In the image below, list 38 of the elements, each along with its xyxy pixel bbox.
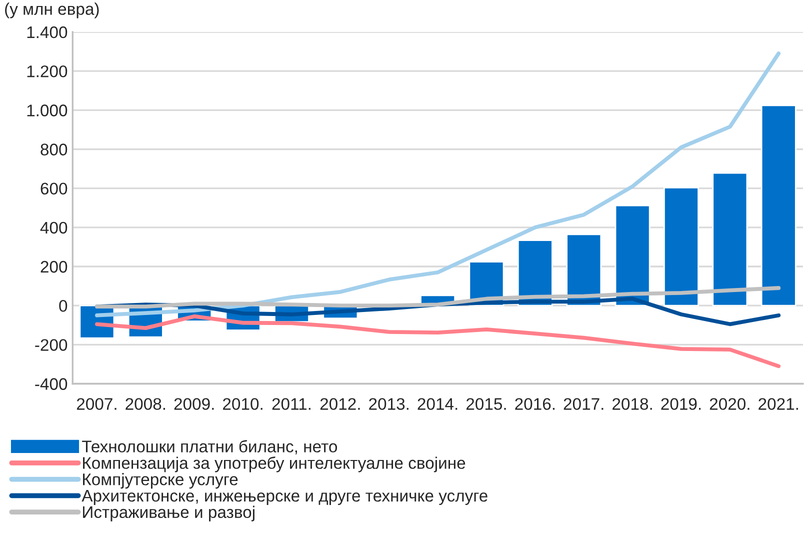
- y-tick-label: -200: [35, 339, 68, 351]
- x-tick-label: 2016.: [515, 398, 555, 410]
- bar: [614, 204, 650, 306]
- legend-label: Технолошки платни биланс, нето: [82, 440, 338, 454]
- y-tick-label: 1.000: [27, 104, 68, 116]
- y-axis-title: (у млн евра): [5, 2, 99, 18]
- legend-label: Компензација за употребу интелектуалне својине: [83, 456, 466, 472]
- x-tick-label: 2008.: [126, 398, 165, 410]
- x-tick-label: 2012.: [320, 398, 360, 410]
- x-tick-label: 2013.: [369, 398, 408, 410]
- x-tick-label: 2020.: [710, 398, 750, 410]
- bar: [664, 187, 699, 306]
- x-tick-label: 2010.: [223, 398, 262, 410]
- x-tick-label: 2021.: [758, 398, 798, 410]
- x-tick-label: 2011.: [272, 398, 310, 410]
- bar: [712, 172, 748, 306]
- bar: [760, 104, 796, 306]
- y-tick-label: -400: [35, 378, 68, 390]
- legend-label: Истраживање и развој: [83, 506, 254, 522]
- x-tick-label: 2019.: [661, 398, 701, 410]
- x-tick-label: 2018.: [612, 398, 652, 410]
- y-tick-label: 600: [40, 182, 68, 195]
- x-tick-label: 2017.: [564, 398, 604, 410]
- line-series: [95, 286, 781, 309]
- y-tick-label: 0: [59, 300, 68, 312]
- y-tick-label: 800: [40, 144, 68, 156]
- line-series: [95, 52, 781, 318]
- legend-label: Компјутерске услуге: [83, 473, 238, 489]
- x-tick-label: 2014.: [418, 398, 458, 410]
- x-tick-label: 2009.: [174, 398, 214, 410]
- y-tick-label: 1.400: [27, 26, 68, 38]
- y-tick-label: 400: [40, 222, 68, 234]
- x-tick-label: 2007.: [76, 398, 116, 410]
- legend-label: Архитектонске, инжењерске и друге техничке услуге: [82, 490, 488, 505]
- line-series: [95, 314, 781, 368]
- y-tick-label: 200: [40, 260, 68, 273]
- x-tick-label: 2015.: [466, 398, 506, 410]
- y-tick-label: 1.200: [27, 65, 68, 78]
